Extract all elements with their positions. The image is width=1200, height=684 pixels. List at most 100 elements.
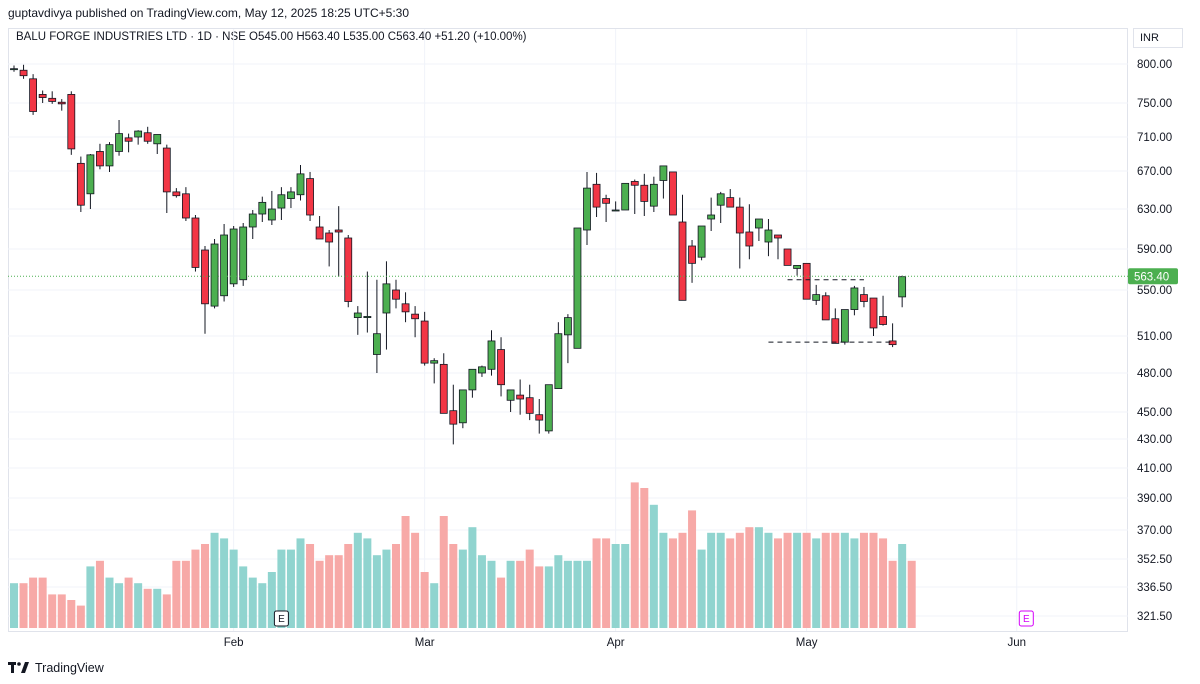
candle-body (688, 245, 696, 264)
volume-bar (239, 566, 248, 628)
candle-body (258, 201, 267, 215)
price-tick-label: 590.00 (1137, 244, 1172, 256)
volume-bar (334, 555, 343, 628)
candle-body (850, 287, 859, 310)
volume-bar (821, 532, 830, 628)
candle-body (86, 154, 95, 195)
last-price-label: 563.40 (1134, 271, 1169, 283)
earnings-marker-label: E (278, 614, 285, 625)
candle-body (583, 187, 591, 231)
candle-body (640, 184, 649, 202)
candle-body (325, 232, 334, 243)
volume-bar (95, 560, 104, 628)
candle-body (105, 144, 114, 167)
volume-bar (621, 544, 630, 628)
candle-body (478, 366, 486, 374)
candle-body (487, 340, 496, 370)
candle-body (153, 134, 162, 145)
candle-body (735, 206, 744, 234)
volume-bar (344, 544, 353, 628)
volume-bar (774, 538, 782, 628)
volume-bar (688, 510, 697, 628)
volume-bar (19, 583, 28, 628)
candle-body (248, 213, 257, 228)
candle-body (67, 94, 76, 150)
volume-bar (162, 594, 171, 628)
volume-bar (859, 532, 868, 628)
volume-bar (382, 549, 391, 628)
candle-body (716, 193, 725, 206)
candle-body (468, 368, 477, 391)
volume-bar (745, 527, 754, 628)
volume-bar (640, 488, 649, 628)
volume-bar (563, 560, 572, 628)
date-tick-label: Jun (1007, 637, 1026, 649)
price-tick-label: 750.00 (1137, 98, 1172, 110)
volume-bar (516, 560, 525, 628)
volume-bar (286, 549, 295, 628)
candle-body (220, 234, 229, 297)
price-tick-label: 336.50 (1137, 582, 1172, 594)
candle-body (659, 165, 668, 181)
volume-bar (411, 532, 420, 628)
volume-bar (201, 544, 209, 628)
candle-body (602, 198, 610, 204)
candle-body (783, 248, 792, 266)
volume-bar (229, 549, 238, 628)
volume-bar (888, 560, 897, 628)
volume-bar (153, 588, 162, 628)
candle-body (888, 340, 897, 346)
candle-body (812, 294, 821, 301)
candle-body (621, 182, 630, 211)
volume-bar (611, 544, 620, 628)
candle-body (411, 313, 420, 320)
price-tick-label: 430.00 (1137, 434, 1172, 446)
volume-bar (315, 560, 324, 628)
candle-body (554, 333, 563, 390)
tradingview-logo-icon (8, 662, 29, 673)
volume-bar (191, 549, 200, 628)
volume-bar (497, 577, 506, 628)
candle-body (458, 389, 467, 424)
price-tick-label: 550.00 (1137, 285, 1172, 297)
volume-bar (439, 516, 448, 628)
candle-body (201, 249, 209, 305)
volume-bar (401, 516, 410, 628)
candle-body (449, 410, 458, 425)
candle-body (592, 183, 601, 208)
volume-bar (583, 560, 591, 628)
volume-bar (668, 538, 677, 628)
price-tick-label: 710.00 (1137, 132, 1172, 144)
candle-body (181, 193, 190, 219)
volume-bar (306, 544, 315, 628)
volume-bar (554, 555, 563, 628)
volume-bar (678, 532, 687, 628)
candle-body (401, 303, 410, 313)
date-tick-label: Mar (415, 637, 435, 649)
volume-bar (850, 538, 859, 628)
candle-body (860, 294, 868, 302)
candle-body (535, 414, 544, 421)
currency-label[interactable]: INR (1133, 28, 1183, 48)
volume-bar (544, 566, 553, 628)
price-tick-label: 450.00 (1137, 407, 1172, 419)
candle-body (764, 229, 773, 243)
candle-body (29, 78, 38, 112)
volume-bar (86, 566, 95, 628)
chart-pane[interactable] (8, 28, 1128, 632)
candle-body (392, 289, 400, 300)
tradingview-brand: TradingView (35, 661, 104, 675)
volume-bar (659, 532, 668, 628)
volume-bar (506, 560, 515, 628)
volume-bar (840, 532, 849, 628)
volume-bar (10, 583, 18, 628)
price-tick-label: 670.00 (1137, 166, 1172, 178)
volume-bar (783, 532, 792, 628)
candle-body (96, 151, 104, 167)
candle-body (678, 221, 687, 301)
candle-body (191, 217, 200, 268)
candle-body (669, 171, 677, 216)
volume-bar (248, 577, 257, 628)
candle-body (525, 397, 534, 414)
